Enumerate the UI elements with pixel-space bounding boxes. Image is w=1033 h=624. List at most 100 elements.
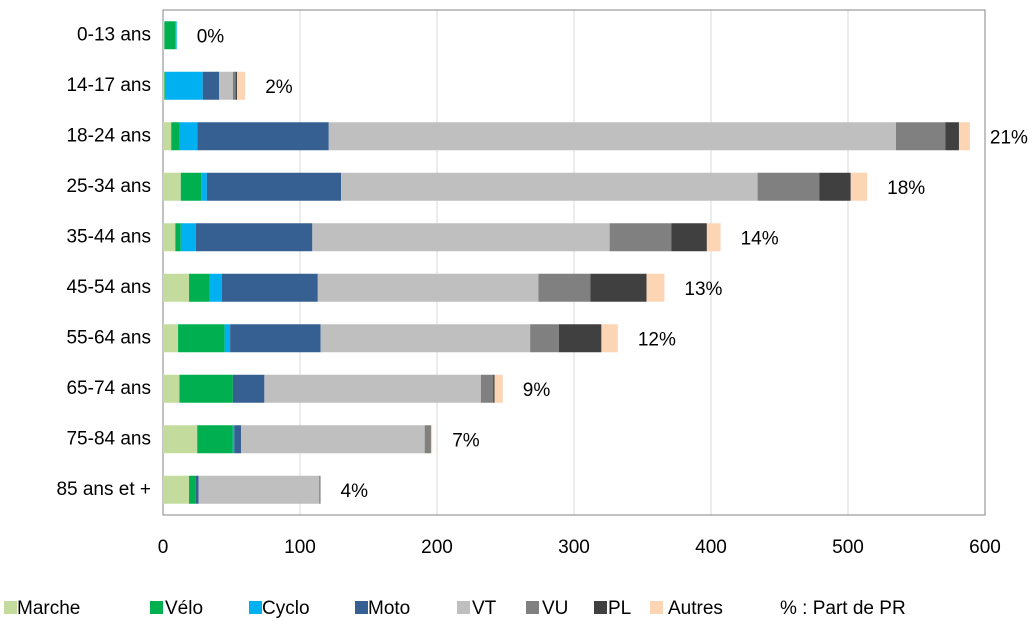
bar-label: 0% [197,26,225,47]
x-tick-label: 600 [969,537,1001,558]
bar-segment [430,425,433,454]
bar-segment [341,172,758,201]
bar-segment [178,324,225,353]
bar-segment [494,374,503,403]
bar-segment [609,223,672,252]
legend-label: Vélo [165,598,203,619]
bar-label: 7% [452,430,480,451]
bar-segment [530,324,559,353]
legend-label: Marche [17,598,80,619]
bar-segment [189,475,196,504]
bar-segment [224,324,231,353]
bar-segment [757,172,820,201]
bar-label: 21% [990,127,1028,148]
bar-segment [671,223,707,252]
bar-segment [179,374,233,403]
bar-segment [480,374,494,403]
bar-segment [236,71,246,100]
bar-segment [164,71,166,100]
bar-segment [493,374,495,403]
bar-label: 9% [523,380,551,401]
bar-segment [163,21,165,50]
legend-swatch [249,601,262,614]
legend-label: VT [472,598,497,619]
bar-segment [590,273,647,302]
bar-segment [235,71,237,100]
bar-segment [163,122,172,151]
y-tick-label: 18-24 ans [66,125,151,146]
bar-segment [241,425,425,454]
legend-swatch [457,601,470,614]
bar-segment [230,324,321,353]
bar-segment [164,21,176,50]
bar-segment [163,172,181,201]
bar-label: 4% [341,481,369,502]
bar-segment [163,223,176,252]
y-tick-label: 0-13 ans [77,24,151,45]
y-tick-label: 14-17 ans [66,75,151,96]
bar-label: 12% [638,329,676,350]
bar-segment [163,71,165,100]
bar-segment [197,425,233,454]
legend-label: Cyclo [262,598,310,619]
bar-segment [219,71,233,100]
bar-segment [328,122,896,151]
legend-label: PL [608,598,631,619]
bar-segment [319,475,321,504]
bar-segment [945,122,959,151]
bar-segment [165,71,203,100]
legend-swatch [355,601,368,614]
bar-segment [180,223,196,252]
bar-segment [195,475,199,504]
bar-segment [206,172,342,201]
bar-segment [264,374,481,403]
plot-frame [162,9,986,516]
y-tick-label: 35-44 ans [66,226,151,247]
legend-note: % : Part de PR [780,598,906,619]
bar-segment [163,425,198,454]
bar-segment [195,223,313,252]
legend-swatch [594,601,607,614]
bar-label: 13% [684,279,722,300]
bar-segment [601,324,618,353]
x-tick-label: 0 [158,537,169,558]
bar-segment [189,273,210,302]
bar-segment [958,122,970,151]
bar-segment [221,273,318,302]
bar-segment [180,172,202,201]
bar-segment [163,374,180,403]
bar-segment [163,273,190,302]
bar-segment [424,425,431,454]
y-tick-label: 45-54 ans [66,277,151,298]
bar-segment [232,374,265,403]
bar-segment [317,273,539,302]
bar-segment [175,21,177,50]
bar-segment [646,273,665,302]
x-tick-label: 500 [832,537,864,558]
legend-label: VU [542,598,568,619]
bar-label: 2% [265,77,293,98]
x-tick-label: 200 [421,537,453,558]
y-tick-label: 75-84 ans [66,428,151,449]
bar-segment [538,273,591,302]
bar-segment [312,223,610,252]
bar-segment [202,71,220,100]
bar-segment [179,122,198,151]
legend-swatch [526,601,539,614]
x-tick-label: 400 [695,537,727,558]
y-tick-label: 85 ans et + [56,479,151,500]
bar-segment [163,475,190,504]
bar-segment [175,223,181,252]
x-tick-label: 100 [284,537,316,558]
bar-segment [320,324,531,353]
bar-segment [430,425,431,454]
legend-label: Moto [368,598,410,619]
bar-segment [171,122,180,151]
bar-segment [201,172,207,201]
y-tick-label: 55-64 ans [66,327,151,348]
legend-swatch [4,601,17,614]
bar-segment [234,425,242,454]
bar-segment [198,475,320,504]
bar-segment [895,122,946,151]
